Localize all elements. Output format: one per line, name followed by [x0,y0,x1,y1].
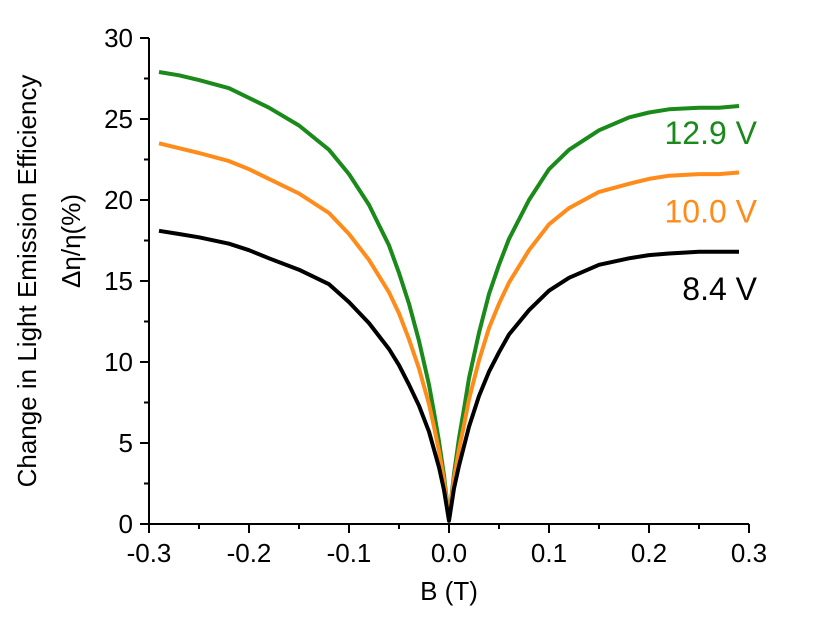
x-tick-label: -0.3 [127,538,172,568]
x-tick-label: 0.3 [731,538,767,568]
series-label: 10.0 V [664,193,757,229]
y-tick-label: 10 [104,347,133,377]
y-tick-label: 15 [104,266,133,296]
series-line [158,228,739,523]
x-tick-label: 0.2 [631,538,667,568]
series-label: 12.9 V [664,115,757,151]
series-layer [158,70,740,523]
y-axis-title-line2: Δη/η(%) [56,194,86,288]
y-tick-label: 20 [104,185,133,215]
y-tick-label: 30 [104,23,133,53]
y-tick-label: 0 [119,509,133,539]
ticks-layer: -0.3 -0.2 -0.1 0.0 0.1 0.2 0.3 0 5 10 15 20 25 30 [104,23,767,568]
series-labels: 12.9 V 10.0 V 8.4 V [664,115,757,307]
y-axis-title-line1: Change in Light Emission Efficiency [12,75,42,488]
y-tick-label: 25 [104,104,133,134]
series-label: 8.4 V [682,271,757,307]
x-tick-label: -0.2 [227,538,272,568]
x-tick-label: 0.0 [431,538,467,568]
y-tick-label: 5 [119,428,133,458]
series-line [158,141,740,522]
x-axis-title: B (T) [420,576,478,606]
series-line [158,70,740,522]
x-tick-label: 0.1 [531,538,567,568]
x-tick-label: -0.1 [327,538,372,568]
